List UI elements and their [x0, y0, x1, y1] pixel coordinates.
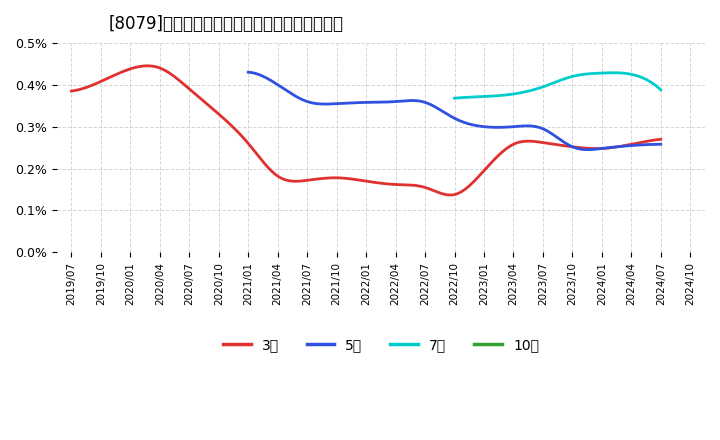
- 7年: [577, 72, 585, 77]
- 7年: [573, 73, 582, 78]
- 5年: [496, 125, 505, 130]
- Line: 3年: 3年: [71, 66, 661, 195]
- 7年: [610, 70, 618, 75]
- 7年: [450, 95, 459, 101]
- 3年: [420, 184, 428, 190]
- 5年: [583, 147, 592, 152]
- 7年: [572, 73, 581, 78]
- 3年: [568, 144, 577, 150]
- 3年: [69, 88, 78, 93]
- 5年: [246, 70, 254, 75]
- 3年: [144, 63, 153, 69]
- 5年: [488, 125, 497, 130]
- 3年: [67, 88, 76, 94]
- 3年: [446, 192, 454, 198]
- 7年: [638, 75, 647, 80]
- 5年: [593, 147, 602, 152]
- 5年: [244, 70, 253, 75]
- Legend: 3年, 5年, 7年, 10年: 3年, 5年, 7年, 10年: [217, 333, 544, 358]
- 3年: [430, 188, 438, 194]
- 3年: [657, 136, 665, 142]
- Line: 5年: 5年: [248, 72, 661, 150]
- 5年: [657, 142, 665, 147]
- 3年: [418, 184, 427, 189]
- 7年: [625, 71, 634, 77]
- 7年: [451, 95, 459, 101]
- Line: 7年: 7年: [454, 73, 661, 98]
- Text: [8079]　当期純利益マージンの標準偏差の推移: [8079] 当期純利益マージンの標準偏差の推移: [109, 15, 343, 33]
- 3年: [606, 145, 614, 150]
- 5年: [619, 143, 628, 149]
- 7年: [657, 87, 665, 92]
- 5年: [490, 125, 498, 130]
